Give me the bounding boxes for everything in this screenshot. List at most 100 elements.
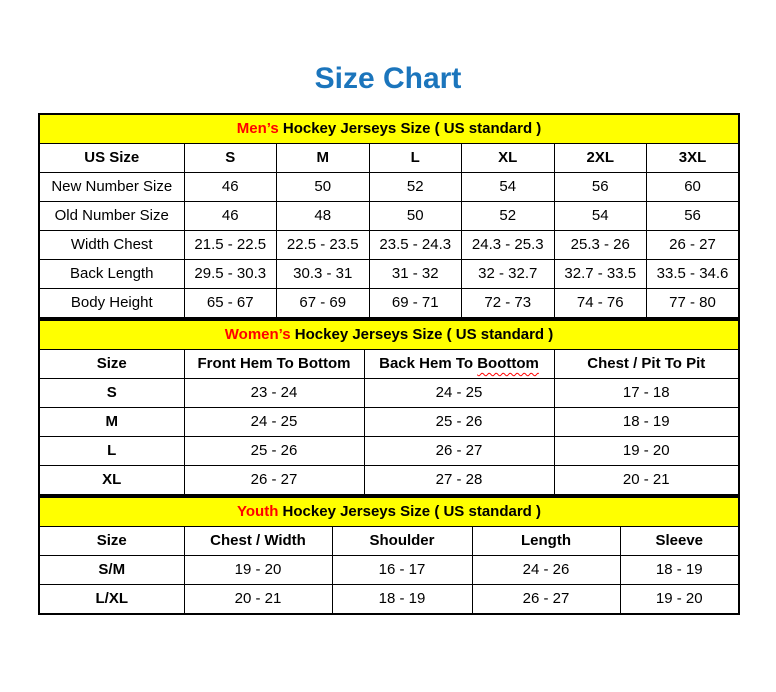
value-cell: 52 — [461, 201, 555, 231]
value-cell: 24 - 25 — [183, 407, 365, 437]
page-title: Size Chart — [314, 62, 462, 95]
value-cell: 19 - 20 — [183, 555, 333, 585]
table-row: Old Number Size 46 48 50 52 54 56 — [38, 201, 740, 231]
table-row: Back Length 29.5 - 30.3 30.3 - 31 31 - 3… — [38, 259, 740, 289]
row-label: Width Chest — [38, 230, 185, 260]
value-cell: 24 - 26 — [471, 555, 621, 585]
column-header: Chest / Width — [183, 526, 333, 556]
youth-section-row: Youth Hockey Jerseys Size ( US standard … — [38, 496, 740, 527]
table-row: S/M 19 - 20 16 - 17 24 - 26 18 - 19 — [38, 555, 740, 585]
value-cell: 46 — [183, 172, 277, 202]
value-cell: 23.5 - 24.3 — [368, 230, 462, 260]
column-header: Chest / Pit To Pit — [553, 349, 740, 379]
column-header: US Size — [38, 143, 185, 173]
column-header: 2XL — [553, 143, 647, 173]
row-label: Back Length — [38, 259, 185, 289]
womens-section-row: Women’s Hockey Jerseys Size ( US standar… — [38, 319, 740, 350]
row-label: M — [38, 407, 185, 437]
table-row: L/XL 20 - 21 18 - 19 26 - 27 19 - 20 — [38, 584, 740, 615]
value-cell: 26 - 27 — [183, 465, 365, 496]
column-header: 3XL — [646, 143, 740, 173]
value-cell: 60 — [646, 172, 740, 202]
mens-section-title: Hockey Jerseys Size ( US standard ) — [278, 119, 542, 137]
value-cell: 26 - 27 — [646, 230, 740, 260]
row-label: Old Number Size — [38, 201, 185, 231]
value-cell: 19 - 20 — [619, 584, 740, 615]
value-cell: 22.5 - 23.5 — [276, 230, 370, 260]
value-cell: 77 - 80 — [646, 288, 740, 319]
value-cell: 56 — [646, 201, 740, 231]
size-chart: Men’s Hockey Jerseys Size ( US standard … — [38, 113, 741, 615]
column-header: Back Hem To Boottom — [363, 349, 555, 379]
value-cell: 18 - 19 — [553, 407, 740, 437]
value-cell: 74 - 76 — [553, 288, 647, 319]
row-label: Body Height — [38, 288, 185, 319]
column-header: S — [183, 143, 277, 173]
value-cell: 72 - 73 — [461, 288, 555, 319]
column-header: M — [276, 143, 370, 173]
table-row: XL 26 - 27 27 - 28 20 - 21 — [38, 465, 740, 496]
value-cell: 46 — [183, 201, 277, 231]
value-cell: 23 - 24 — [183, 378, 365, 408]
value-cell: 30.3 - 31 — [276, 259, 370, 289]
table-row: New Number Size 46 50 52 54 56 60 — [38, 172, 740, 202]
table-row: Body Height 65 - 67 67 - 69 69 - 71 72 -… — [38, 288, 740, 319]
value-cell: 16 - 17 — [331, 555, 473, 585]
row-label: XL — [38, 465, 185, 496]
column-header: Size — [38, 526, 185, 556]
youth-size-table: Youth Hockey Jerseys Size ( US standard … — [38, 496, 740, 615]
column-header: XL — [461, 143, 555, 173]
value-cell: 69 - 71 — [368, 288, 462, 319]
table-row: M 24 - 25 25 - 26 18 - 19 — [38, 407, 740, 437]
mens-header-row: US Size S M L XL 2XL 3XL — [38, 143, 740, 173]
value-cell: 26 - 27 — [363, 436, 555, 466]
mens-size-table: Men’s Hockey Jerseys Size ( US standard … — [38, 113, 741, 319]
row-label: New Number Size — [38, 172, 185, 202]
value-cell: 24 - 25 — [363, 378, 555, 408]
value-cell: 17 - 18 — [553, 378, 740, 408]
womens-header-row: Size Front Hem To Bottom Back Hem To Boo… — [38, 349, 740, 379]
value-cell: 24.3 - 25.3 — [461, 230, 555, 260]
value-cell: 33.5 - 34.6 — [646, 259, 740, 289]
value-cell: 32 - 32.7 — [461, 259, 555, 289]
value-cell: 20 - 21 — [553, 465, 740, 496]
value-cell: 25 - 26 — [363, 407, 555, 437]
value-cell: 18 - 19 — [619, 555, 740, 585]
value-cell: 32.7 - 33.5 — [553, 259, 647, 289]
youth-section-header: Youth Hockey Jerseys Size ( US standard … — [38, 496, 740, 527]
value-cell: 50 — [276, 172, 370, 202]
youth-header-row: Size Chest / Width Shoulder Length Sleev… — [38, 526, 740, 556]
value-cell: 67 - 69 — [276, 288, 370, 319]
value-cell: 26 - 27 — [471, 584, 621, 615]
value-cell: 20 - 21 — [183, 584, 333, 615]
value-cell: 50 — [368, 201, 462, 231]
womens-section-accent: Women’s — [224, 325, 291, 343]
table-row: L 25 - 26 26 - 27 19 - 20 — [38, 436, 740, 466]
value-cell: 21.5 - 22.5 — [183, 230, 277, 260]
womens-section-header: Women’s Hockey Jerseys Size ( US standar… — [38, 319, 740, 350]
row-label: S — [38, 378, 185, 408]
table-row: S 23 - 24 24 - 25 17 - 18 — [38, 378, 740, 408]
value-cell: 54 — [461, 172, 555, 202]
value-cell: 31 - 32 — [368, 259, 462, 289]
youth-section-title: Hockey Jerseys Size ( US standard ) — [278, 502, 541, 520]
value-cell: 19 - 20 — [553, 436, 740, 466]
column-header: L — [368, 143, 462, 173]
column-header: Front Hem To Bottom — [183, 349, 365, 379]
misspelled-word: Boottom — [477, 354, 539, 372]
value-cell: 29.5 - 30.3 — [183, 259, 277, 289]
value-cell: 65 - 67 — [183, 288, 277, 319]
column-header-text: Back Hem To — [379, 354, 478, 372]
womens-size-table: Women’s Hockey Jerseys Size ( US standar… — [38, 319, 741, 496]
row-label: L/XL — [38, 584, 185, 615]
value-cell: 48 — [276, 201, 370, 231]
value-cell: 25 - 26 — [183, 436, 365, 466]
value-cell: 27 - 28 — [363, 465, 555, 496]
mens-section-header: Men’s Hockey Jerseys Size ( US standard … — [38, 113, 740, 144]
womens-section-title: Hockey Jerseys Size ( US standard ) — [290, 325, 554, 343]
row-label: L — [38, 436, 185, 466]
column-header: Size — [38, 349, 185, 379]
table-row: Width Chest 21.5 - 22.5 22.5 - 23.5 23.5… — [38, 230, 740, 260]
row-label: S/M — [38, 555, 185, 585]
value-cell: 54 — [553, 201, 647, 231]
